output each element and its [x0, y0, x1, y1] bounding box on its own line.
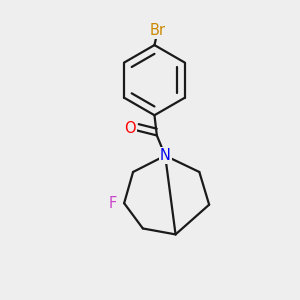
Text: Br: Br: [150, 23, 166, 38]
Text: F: F: [109, 196, 117, 211]
Text: N: N: [160, 148, 171, 163]
Text: O: O: [124, 122, 136, 136]
